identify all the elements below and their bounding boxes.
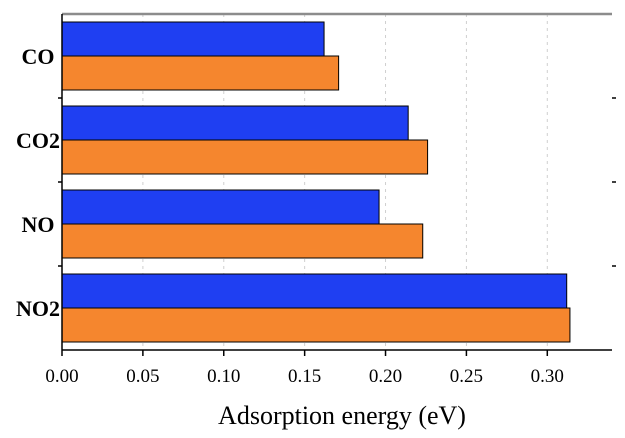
x-tick-label: 0.05 (126, 366, 159, 387)
x-tick-label: 0.10 (207, 366, 240, 387)
bar-no-series-1 (61, 189, 380, 225)
bar-no2-series-1 (61, 273, 568, 309)
x-tick-label: 0.15 (288, 366, 321, 387)
bar-co2-series-2 (61, 139, 429, 175)
x-axis-title: Adsorption energy (eV) (218, 401, 466, 430)
bar-co2-series-1 (61, 105, 409, 141)
bar-no2-series-2 (61, 307, 571, 343)
y-category-label-no: NO (22, 212, 55, 237)
x-tick-label: 0.30 (531, 366, 564, 387)
y-category-label-co: CO (22, 44, 55, 69)
x-tick-label: 0.00 (45, 366, 78, 387)
bar-co-series-1 (61, 21, 325, 57)
x-tick-label: 0.25 (450, 366, 483, 387)
tick-layer (58, 97, 616, 356)
x-tick-label: 0.20 (369, 366, 402, 387)
bar-layer (61, 21, 571, 343)
y-category-label-no2: NO2 (16, 296, 60, 321)
y-category-label-co2: CO2 (16, 128, 60, 153)
bar-no-series-2 (61, 223, 424, 259)
bar-co-series-2 (61, 55, 340, 91)
label-layer: 0.00 0.05 0.10 0.15 0.20 0.25 0.30 CO CO2 NO NO2 (16, 44, 564, 387)
